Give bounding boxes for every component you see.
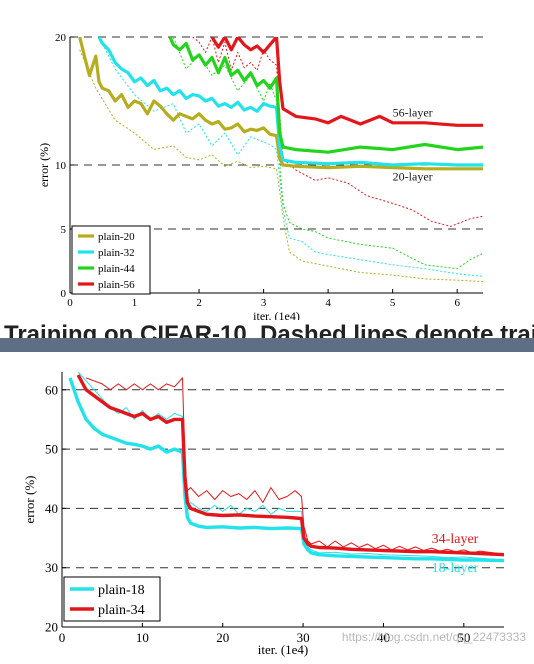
series-line-plain-20-train bbox=[79, 49, 483, 282]
legend-label: plain-32 bbox=[98, 247, 135, 259]
x-tick-label: 50 bbox=[457, 630, 470, 645]
legend-label: plain-18 bbox=[98, 583, 145, 598]
y-tick-label: 20 bbox=[55, 32, 67, 44]
x-tick-label: 1 bbox=[132, 297, 138, 309]
legend-label: plain-44 bbox=[98, 263, 135, 275]
y-tick-label: 30 bbox=[45, 560, 58, 575]
series-line-plain-56-train bbox=[192, 37, 483, 227]
legend-label: plain-34 bbox=[98, 603, 145, 618]
annotation-label: 34-layer bbox=[432, 532, 479, 547]
legend-box bbox=[63, 576, 161, 622]
x-tick-label: 40 bbox=[377, 630, 390, 645]
series-line-plain-18-test bbox=[68, 377, 504, 563]
series-line-plain-32-train bbox=[98, 37, 483, 277]
x-axis-label: iter. (1e4) bbox=[253, 309, 300, 320]
series-line-plain-34-test bbox=[76, 374, 504, 557]
series-line-plain-32-test bbox=[97, 37, 483, 167]
series-line-plain-34-train bbox=[85, 377, 504, 555]
x-tick-label: 3 bbox=[261, 297, 267, 309]
legend-label: plain-20 bbox=[98, 231, 135, 243]
x-tick-label: 5 bbox=[390, 297, 396, 309]
series-line-plain-44-train bbox=[172, 37, 483, 270]
cifar-plain-nets-chart: 0 1 2 3 4 5 6 0 5 10 20 iter. (1e4) error (%) 56-laye… bbox=[37, 32, 483, 320]
x-tick-label: 30 bbox=[297, 630, 310, 645]
x-axis-label: iter. (1e4) bbox=[258, 642, 309, 657]
y-tick-label: 40 bbox=[45, 501, 58, 516]
x-tick-label: 6 bbox=[454, 297, 460, 309]
legend-label: plain-56 bbox=[98, 279, 135, 291]
y-axis-label: error (%) bbox=[37, 143, 51, 187]
series-line-plain-56-test bbox=[210, 37, 483, 127]
annotation-label: 18-layer bbox=[432, 561, 479, 576]
y-tick-label: 0 bbox=[61, 288, 67, 300]
y-tick-label: 50 bbox=[45, 442, 58, 457]
y-tick-label: 5 bbox=[61, 224, 67, 236]
series-line-plain-20-test bbox=[78, 37, 483, 171]
annotation-label: 56-layer bbox=[393, 105, 433, 119]
x-tick-label: 0 bbox=[59, 630, 66, 645]
x-tick-label: 20 bbox=[216, 630, 229, 645]
x-tick-label: 4 bbox=[325, 297, 331, 309]
cropped-caption: Training on CIFAR-10. Dashed lines denot… bbox=[4, 321, 534, 338]
watermark: https://blog.csdn.net/qq_22473333 bbox=[341, 630, 526, 644]
annotation-label: 20-layer bbox=[393, 169, 433, 183]
y-axis-label: error (%) bbox=[22, 476, 37, 524]
x-tick-label: 10 bbox=[136, 630, 149, 645]
y-tick-label: 20 bbox=[45, 620, 58, 635]
y-tick-label: 10 bbox=[55, 160, 67, 172]
series-line-plain-44-test bbox=[168, 37, 483, 154]
divider-bar bbox=[0, 338, 534, 352]
y-tick-label: 60 bbox=[45, 382, 58, 397]
imagenet-plain-nets-chart: 0 10 20 30 40 50 20 30 40 50 60 iter. (1e4) error (%… bbox=[22, 372, 504, 657]
x-tick-label: 2 bbox=[196, 297, 202, 309]
x-tick-label: 0 bbox=[67, 297, 73, 309]
